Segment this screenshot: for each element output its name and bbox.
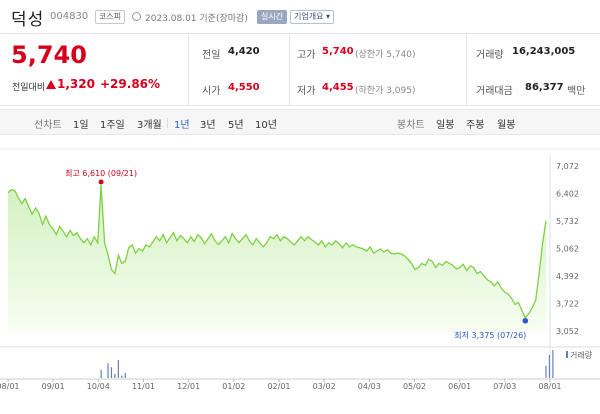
tab-daily[interactable]: 일봉 [436, 120, 455, 131]
low-value: 4,455 [322, 82, 354, 93]
current-price: 5,740 [11, 41, 87, 69]
volume-legend-swatch [566, 351, 568, 358]
divider [289, 34, 290, 106]
market-badge: 코스피 [95, 10, 126, 24]
stock-name: 덕성 [11, 10, 45, 30]
tab-3m[interactable]: 3개월 [137, 120, 162, 131]
tab-1w[interactable]: 1주일 [100, 120, 125, 131]
line-chart-label: 선차트 [34, 120, 62, 131]
upper-limit-note: (상한가 5,740) [355, 50, 416, 60]
x-tick-label: 10/04 [87, 382, 110, 391]
y-tick-label: 6,402 [556, 190, 579, 199]
high-marker [98, 179, 104, 185]
volume-bar [124, 373, 126, 378]
price-change-pct: +29.86% [100, 77, 161, 91]
x-tick-label: 08/01 [0, 382, 20, 391]
tab-1d[interactable]: 1일 [73, 120, 89, 131]
realtime-button[interactable]: 실시간 [257, 10, 288, 24]
x-tick-label: 03/02 [313, 382, 336, 391]
tab-separator [167, 118, 168, 128]
low-annotation: 최저 3,375 (07/26) [454, 330, 526, 340]
amount-value: 86,377 [525, 82, 564, 93]
volume-bar [545, 365, 547, 378]
lower-limit-note: (하한가 3,095) [355, 86, 416, 96]
x-tick-label: 01/02 [222, 382, 245, 391]
tab-10y[interactable]: 10년 [255, 120, 277, 131]
x-tick-label: 05/02 [403, 382, 426, 391]
divider [466, 34, 467, 106]
chevron-down-icon: ▾ [326, 12, 331, 21]
y-tick-label: 3,052 [556, 327, 579, 336]
amount-label: 거래대금 [476, 86, 513, 97]
prev-close-label: 전일 [202, 50, 221, 61]
y-tick-label: 5,732 [556, 217, 579, 226]
y-tick-label: 4,392 [556, 272, 579, 281]
x-tick-label: 07/03 [493, 382, 516, 391]
tab-3y[interactable]: 3년 [200, 120, 216, 131]
volume-bar [117, 359, 119, 378]
tab-weekly[interactable]: 주봉 [466, 120, 485, 131]
stock-code: 004830 [50, 11, 89, 22]
prev-close-value: 4,420 [228, 46, 260, 57]
price-chart: 7,072 6,402 5,732 5,062 4,392 3,722 3,052 08/01… [0, 145, 600, 414]
price-line [7, 184, 547, 319]
tab-5y[interactable]: 5년 [228, 120, 244, 131]
clock-icon [132, 12, 141, 21]
high-value: 5,740 [322, 46, 354, 57]
volume-bar [114, 373, 116, 378]
y-tick-label: 5,062 [556, 245, 579, 254]
open-value: 4,550 [228, 82, 260, 93]
volume-bar [100, 369, 102, 378]
x-tick-label: 04/03 [358, 382, 381, 391]
company-info-button[interactable]: 기업개요 ▾ [290, 10, 335, 24]
x-tick-label: 08/01 [538, 382, 561, 391]
candle-chart-label: 봉차트 [397, 120, 425, 131]
amount-unit: 백만 [567, 86, 586, 97]
low-marker [522, 317, 529, 324]
chart-tabs: 선차트 1일 1주일 3개월 1년 3년 5년 10년 봉차트 일봉 주봉 월봉 [0, 109, 600, 135]
volume-bar [110, 367, 113, 378]
volume-label: 거래량 [570, 350, 593, 360]
volume-bar [552, 350, 554, 378]
volume-value: 16,243,005 [512, 46, 576, 57]
price-area [8, 185, 546, 331]
price-change: 1,320 [57, 77, 95, 91]
high-label: 고가 [297, 50, 316, 61]
up-arrow-icon [46, 80, 56, 89]
price-chart-svg: 7,072 6,402 5,732 5,062 4,392 3,722 3,052 08/01… [0, 148, 600, 391]
y-tick-label: 3,722 [556, 300, 579, 309]
high-annotation: 최고 6,610 (09/21) [65, 168, 137, 178]
x-tick-label: 12/01 [177, 382, 200, 391]
x-tick-label: 06/01 [448, 382, 471, 391]
divider [188, 34, 189, 106]
y-tick-label: 7,072 [556, 162, 579, 171]
volume-bar [121, 375, 123, 378]
volume-bar [107, 363, 109, 378]
volume-bar [548, 354, 551, 378]
open-label: 시가 [202, 86, 221, 97]
low-label: 저가 [297, 86, 316, 97]
volume-label: 거래량 [476, 50, 504, 61]
x-tick-label: 02/01 [267, 382, 290, 391]
x-tick-label: 09/01 [42, 382, 65, 391]
tab-monthly[interactable]: 월봉 [497, 120, 516, 131]
tab-1y[interactable]: 1년 [174, 120, 190, 131]
stock-header: 덕성 004830 코스피 2023.08.01 기준(장마감) 실시간 기업개… [0, 0, 600, 34]
compare-label: 전일대비 [12, 83, 46, 93]
price-summary: 5,740 전일대비 1,320 +29.86% 전일 4,420 시가 4,5… [0, 34, 600, 106]
price-date: 2023.08.01 기준(장마감) [145, 14, 248, 24]
x-tick-label: 11/01 [132, 382, 155, 391]
